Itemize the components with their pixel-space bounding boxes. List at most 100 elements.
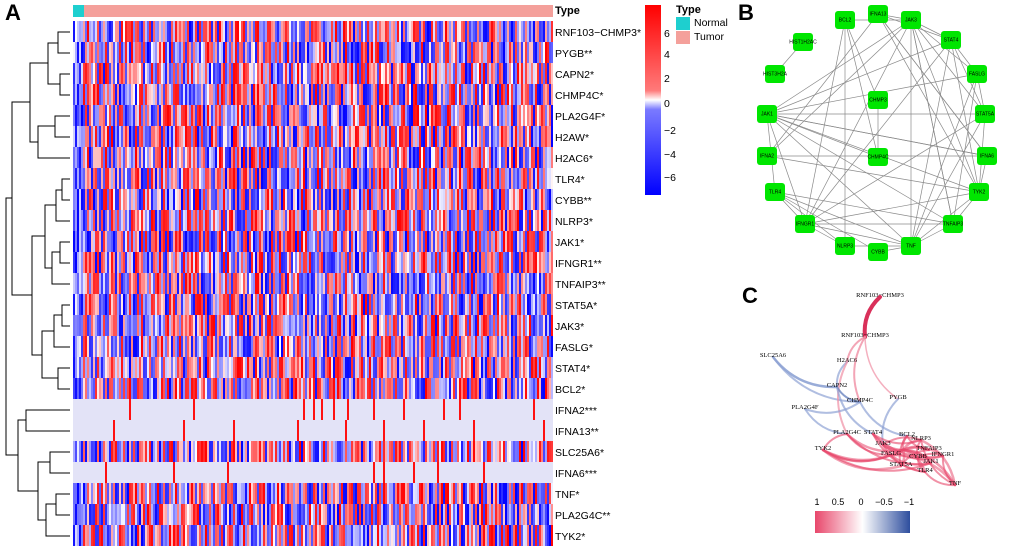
- color-scale-tick: −6: [664, 172, 676, 184]
- heatmap-row: [73, 462, 553, 483]
- legend-tumor-swatch: [676, 31, 690, 44]
- correlation-node-label: CYBB: [909, 453, 927, 460]
- correlation-node-label: STAT5A: [890, 461, 913, 468]
- correlation-node-label: TYK2: [815, 445, 832, 452]
- network-node-label: IFNA2: [760, 154, 774, 160]
- heatmap-row: [73, 84, 553, 105]
- network-node: STAT4: [941, 31, 961, 49]
- network-node: TNF: [901, 237, 921, 255]
- network-node-label: CHMP3: [869, 98, 887, 104]
- panel-a-letter: A: [5, 0, 21, 25]
- correlation-scale-tick: −0.5: [875, 497, 893, 507]
- correlation-edge: [920, 439, 956, 486]
- network-node: BCL2: [835, 11, 855, 29]
- heatmap-row: [73, 525, 553, 546]
- gene-label: JAK1*: [555, 237, 585, 249]
- type-bar: [73, 5, 553, 17]
- network-edge: [910, 39, 952, 247]
- gene-label: TNF*: [555, 489, 580, 501]
- gene-label: JAK3*: [555, 321, 585, 333]
- correlation-scale-tick: 0: [858, 497, 863, 507]
- network-node-label: IFNA6: [980, 154, 994, 160]
- network-edge: [766, 113, 912, 247]
- network-node: JAK1: [757, 105, 777, 123]
- correlation-edge: [924, 471, 956, 487]
- network-node: TNFAIP3: [943, 215, 963, 233]
- correlation-node-label: FASLG: [881, 450, 901, 457]
- network-node-label: STAT4: [944, 38, 959, 44]
- type-bar-normal: [73, 5, 84, 17]
- network-edge: [804, 113, 986, 225]
- correlation-edge: [890, 454, 932, 466]
- network-edge: [774, 191, 954, 225]
- correlation-node-label: NLRP3: [911, 435, 931, 442]
- correlation-node-label: SLC25A6: [760, 352, 787, 359]
- network-edge: [774, 191, 912, 247]
- correlation-node-label: PLA2G4F: [791, 404, 818, 411]
- network-node: TYK2: [969, 183, 989, 201]
- color-scale-tick: 4: [664, 49, 670, 61]
- heatmap-row: [73, 63, 553, 84]
- legend-tumor-label: Tumor: [694, 31, 724, 43]
- correlation-scale-bar: [815, 511, 910, 533]
- heatmap-row: [73, 357, 553, 378]
- heatmap-row: [73, 294, 553, 315]
- color-scale-tick: 2: [664, 73, 670, 85]
- correlation-edge: [837, 361, 848, 435]
- network-edge: [804, 19, 912, 225]
- color-scale-tick: −2: [664, 125, 676, 137]
- correlation-edge: [853, 336, 866, 403]
- network-edge: [844, 19, 879, 101]
- network-edge: [766, 113, 988, 157]
- network-node-label: IFNGR1: [796, 222, 815, 228]
- heatmap-row: [73, 273, 553, 294]
- panel-c-letter: C: [742, 283, 758, 308]
- network-edge: [766, 19, 912, 115]
- network-edge: [910, 73, 978, 247]
- network-edge: [804, 223, 912, 247]
- network-node: IFNA2: [757, 147, 777, 165]
- heatmap-row: [73, 336, 553, 357]
- ppi-network: BCL2 IFNA13 JAK3 HIST1H2AC STAT4 HIST3H2A FASL…: [757, 5, 997, 261]
- network-node: IFNA6: [977, 147, 997, 165]
- network-node: TLR4: [765, 183, 785, 201]
- heatmap-row: [73, 483, 553, 504]
- network-edge: [910, 19, 980, 193]
- network-node-label: NLRP3: [837, 244, 853, 250]
- type-axis-label: Type: [555, 5, 580, 17]
- gene-label: IFNA2***: [555, 405, 598, 417]
- network-node: JAK3: [901, 11, 921, 29]
- network-edge: [766, 13, 879, 157]
- gene-label: IFNA6***: [555, 468, 598, 480]
- correlation-edge: [862, 295, 882, 339]
- color-scale-tick: 0: [664, 98, 670, 110]
- correlation-node-label: CHMP4C: [847, 397, 873, 404]
- correlation-edge: [804, 401, 861, 414]
- network-edge: [766, 155, 980, 193]
- network-node-label: STAT5A: [976, 112, 995, 118]
- correlation-scale-tick: 1: [814, 497, 819, 507]
- correlation-node-label: STAT4: [864, 429, 883, 436]
- heatmap-row: [73, 420, 553, 441]
- legend-normal-label: Normal: [694, 17, 728, 29]
- correlation-node-label: JAK1: [923, 458, 938, 465]
- heatmap-row: [73, 441, 553, 462]
- gene-label: FASLG*: [555, 342, 593, 354]
- correlation-node-label: CAPN2: [827, 382, 848, 389]
- network-node-label: HIST1H2AC: [789, 40, 817, 46]
- heatmap-row: [73, 105, 553, 126]
- correlation-node-label: JAK3: [875, 440, 890, 447]
- network-edge: [804, 19, 846, 225]
- network-node: STAT5A: [975, 105, 995, 123]
- heatmap-row: [73, 210, 553, 231]
- gene-label: H2AW*: [555, 132, 590, 144]
- network-node: FASLG: [967, 65, 987, 83]
- gene-label: PYGB**: [555, 48, 593, 60]
- heatmap-row: [73, 147, 553, 168]
- gene-label: CYBB**: [555, 195, 592, 207]
- network-node-label: CYBB: [871, 250, 885, 256]
- heatmap-row: [73, 168, 553, 189]
- network-node: CHMP3: [868, 91, 888, 109]
- correlation-node-label: RNF103−CHMP3: [856, 292, 904, 299]
- network-edge: [766, 19, 912, 157]
